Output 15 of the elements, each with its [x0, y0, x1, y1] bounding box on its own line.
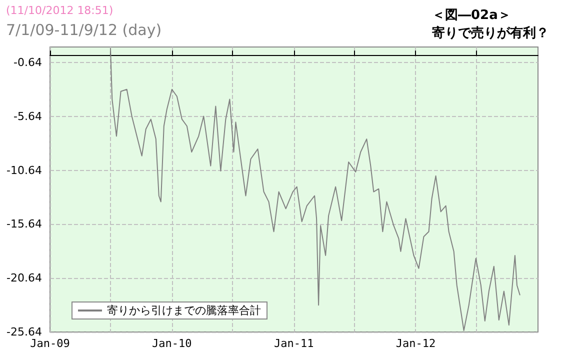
text: 寄りで売りが有利？	[432, 24, 549, 42]
x-tick-label: Jan-11	[274, 337, 314, 349]
text: (11/10/2012 18:51)	[6, 4, 114, 17]
y-tick-label: -0.64	[14, 56, 42, 70]
y-tick-label: -15.64	[6, 218, 42, 231]
y-tick-label: -25.64	[6, 326, 42, 338]
y-tick-label: -5.64	[14, 110, 42, 123]
text: ＜図―02a＞	[432, 7, 511, 24]
x-tick-label: Jan-10	[152, 337, 192, 349]
legend-label: 寄りから引けまでの騰落率合計	[107, 304, 261, 317]
y-tick-label: -20.64	[6, 272, 42, 285]
chart-title: 7/1/09-11/9/12 (day)	[6, 21, 162, 39]
x-tick-label: Jan-12	[396, 337, 436, 349]
x-tick-label: Jan-09	[30, 337, 70, 349]
y-tick-label: -10.64	[6, 164, 42, 177]
